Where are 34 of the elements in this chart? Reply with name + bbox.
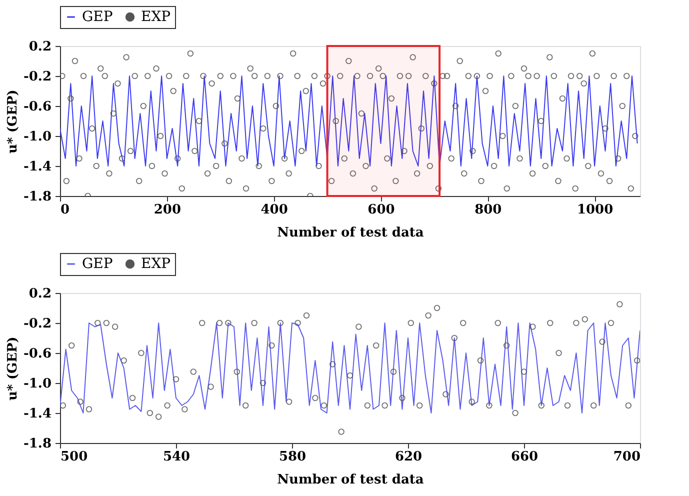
x-tick-label: 1000: [576, 202, 614, 218]
line-series: [60, 322, 640, 414]
legend-label: GEP: [82, 256, 113, 272]
legend-label: EXP: [141, 9, 171, 25]
x-tick-label: 500: [60, 450, 88, 464]
x-tick-label: 580: [278, 450, 306, 464]
legend-label: EXP: [141, 256, 171, 272]
y-axis-title: u* (GEP): [5, 336, 20, 400]
x-tick-label: 700: [613, 450, 640, 464]
x-tick-label: 400: [260, 202, 288, 218]
y-tick-label: -1.0: [23, 376, 52, 392]
x-axis-title: Number of test data: [277, 226, 424, 240]
x-axis-title: Number of test data: [277, 472, 424, 488]
y-tick-label: -0.6: [23, 100, 52, 114]
legend-label: GEP: [82, 9, 113, 25]
y-tick-label: 0.2: [28, 286, 52, 302]
x-tick-label: 200: [154, 202, 181, 218]
y-tick-label: -0.2: [23, 70, 52, 84]
y-tick-label: -0.6: [23, 346, 52, 362]
y-tick-label: -1.4: [23, 160, 52, 174]
y-tick-label: 0.2: [28, 40, 52, 54]
y-tick-label: -1.4: [23, 406, 52, 422]
x-tick-label: 800: [474, 202, 502, 218]
y-tick-label: -0.2: [23, 316, 52, 332]
x-tick-label: 620: [394, 450, 422, 464]
x-tick-label: 0: [60, 202, 70, 218]
y-tick-label: -1.0: [23, 130, 52, 144]
y-axis-title: u* (GEP): [5, 90, 20, 154]
x-tick-label: 540: [162, 450, 190, 464]
y-tick-label: -1.8: [23, 190, 52, 204]
y-tick-label: -1.8: [23, 436, 52, 452]
x-tick-label: 600: [368, 202, 395, 218]
line-series: [60, 76, 638, 166]
x-tick-label: 660: [510, 450, 538, 464]
